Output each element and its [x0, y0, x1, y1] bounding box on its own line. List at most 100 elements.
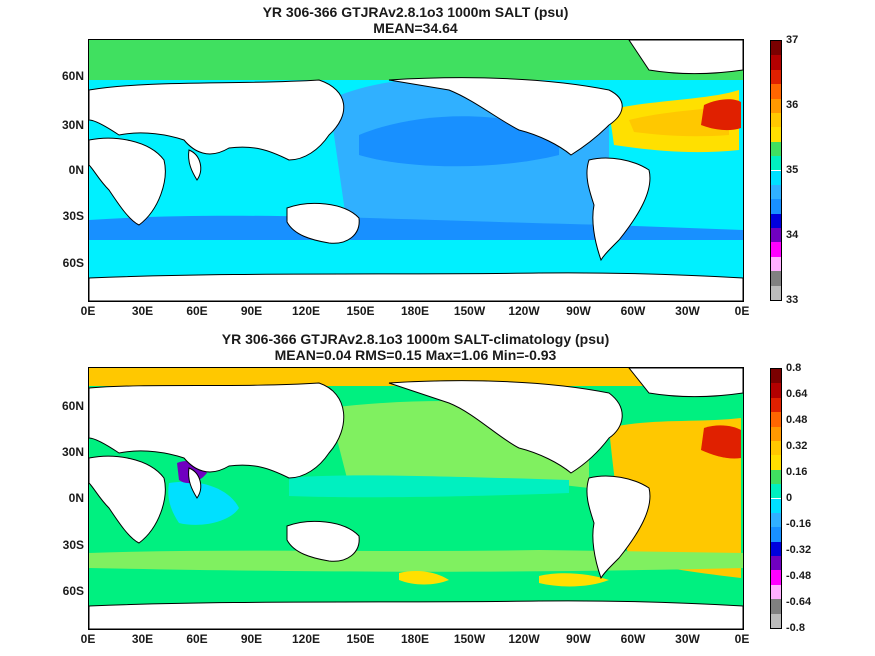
panel1-map-canvas: [89, 40, 743, 301]
panel2-colorbar-label: 0: [786, 492, 793, 504]
lon-tick: 60E: [186, 632, 208, 646]
lon-tick: 30E: [131, 632, 154, 646]
lon-tick: 0E: [734, 304, 750, 318]
colorbar-segment: [771, 426, 781, 441]
panel1-south-band-field: [89, 215, 743, 245]
panel1-atlantic-hot-field: [701, 99, 741, 131]
lon-tick: 150E: [346, 632, 375, 646]
panel2-eurasia: [89, 382, 345, 479]
lon-tick: 90W: [566, 304, 591, 318]
colorbar-segment: [771, 199, 781, 214]
panel2-australia: [286, 520, 360, 562]
colorbar-segment: [771, 98, 781, 113]
panel1-africa: [89, 137, 166, 226]
panel1-colorbar-label: 35: [786, 164, 799, 176]
colorbar-segment: [771, 512, 781, 528]
panel1-lat-tick: 30S: [62, 209, 84, 223]
panel1-colorbar-label: 33: [786, 294, 799, 306]
colorbar-segment: [771, 285, 781, 300]
lon-tick: 90E: [240, 632, 263, 646]
panel2-colorbar: [770, 368, 782, 629]
panel2-greenland: [628, 368, 743, 398]
colorbar-segment: [771, 440, 781, 456]
panel2-tropical-field: [289, 475, 569, 498]
panel2-colorbar-label: 0.8: [786, 362, 802, 374]
colorbar-segment: [771, 170, 781, 185]
panel2-southern-yellow-field: [399, 570, 609, 587]
panel2-colorbar-label: -0.48: [786, 570, 812, 582]
panel1-colorbar: [770, 40, 782, 301]
lon-tick: 120E: [291, 304, 321, 318]
colorbar-segment: [771, 69, 781, 85]
colorbar-segment: [771, 127, 781, 142]
panel2-indian-field: [168, 481, 239, 525]
panel2-lat-tick: 30N: [61, 445, 84, 459]
panel1-map: [88, 39, 744, 302]
panel1-lat-tick: 60N: [61, 69, 84, 83]
colorbar-segment: [771, 55, 781, 70]
lon-tick: 150W: [453, 304, 486, 318]
lon-tick: 30W: [675, 632, 700, 646]
lon-tick: 90E: [240, 304, 263, 318]
colorbar-segment: [771, 527, 781, 542]
panel2-colorbar-label: -0.8: [786, 622, 805, 634]
lon-tick: 60E: [186, 304, 208, 318]
panel2-colorbar-label: 0.16: [786, 466, 808, 478]
panel2-colorbar-label: -0.16: [786, 518, 812, 530]
panel1-greenland: [628, 40, 743, 75]
colorbar-segment: [771, 369, 781, 384]
panel1-lat-tick: 30N: [61, 118, 84, 132]
panel1-colorbar-label: 34: [786, 229, 799, 241]
colorbar-segment: [771, 213, 781, 229]
lon-tick: 30E: [131, 304, 154, 318]
colorbar-segment: [771, 498, 781, 513]
colorbar-segment: [771, 469, 781, 485]
panel1-india: [188, 149, 202, 181]
panel2-colorbar-label: -0.64: [786, 596, 812, 608]
panel1-colorbar-label: 37: [786, 34, 799, 46]
panel2-arctic-field: [89, 368, 743, 386]
panel2-colorbar-label: -0.32: [786, 544, 812, 556]
colorbar-segment: [771, 556, 781, 571]
panel1-north-america: [388, 77, 623, 156]
colorbar-segment: [771, 383, 781, 398]
colorbar-segment: [771, 256, 781, 272]
colorbar-segment: [771, 570, 781, 585]
panel2-north-america: [388, 380, 623, 474]
lon-tick: 60W: [620, 304, 646, 318]
panel2-south-america: [586, 475, 651, 580]
colorbar-segment: [771, 41, 781, 56]
panel1-lat-tick: 60S: [62, 256, 84, 270]
lon-tick: 90W: [566, 632, 591, 646]
panel1-australia: [286, 202, 360, 244]
lon-tick: 180E: [400, 632, 430, 646]
panel2-title: YR 306-366 GTJRAv2.8.1o3 1000m SALT-clim…: [88, 331, 743, 363]
panel1-lat-tick: 0N: [68, 163, 84, 177]
panel2-antarctica: [89, 600, 743, 629]
colorbar-segment: [771, 484, 781, 499]
colorbar-segment: [771, 156, 781, 171]
lon-tick: 0E: [734, 632, 750, 646]
panel2-atlantic-field: [609, 418, 741, 578]
panel2-africa: [89, 455, 166, 544]
panel2-title-line2: MEAN=0.04 RMS=0.15 Max=1.06 Min=-0.93: [274, 347, 557, 363]
colorbar-segment: [771, 613, 781, 628]
colorbar-segment: [771, 584, 781, 600]
panel1-pacific-core-field: [359, 116, 559, 167]
lon-tick: 120W: [508, 304, 540, 318]
panel2-title-line1: YR 306-366 GTJRAv2.8.1o3 1000m SALT-clim…: [221, 331, 610, 347]
colorbar-segment: [771, 397, 781, 413]
panel2-map: [88, 367, 744, 630]
panel2-colorbar-label: 0.32: [786, 440, 808, 452]
panel1-title: YR 306-366 GTJRAv2.8.1o3 1000m SALT (psu…: [88, 4, 743, 36]
panel1-title-line2: MEAN=34.64: [373, 20, 458, 36]
panel2-land: [89, 368, 743, 629]
panel1-south-america: [586, 157, 651, 262]
panel2-map-canvas: [89, 368, 743, 629]
panel1-antarctica: [89, 272, 743, 301]
panel1-land: [89, 40, 743, 301]
panel2-lat-tick: 60N: [61, 399, 84, 413]
panel2-colorbar-label: 0.64: [786, 388, 808, 400]
colorbar-segment: [771, 455, 781, 470]
